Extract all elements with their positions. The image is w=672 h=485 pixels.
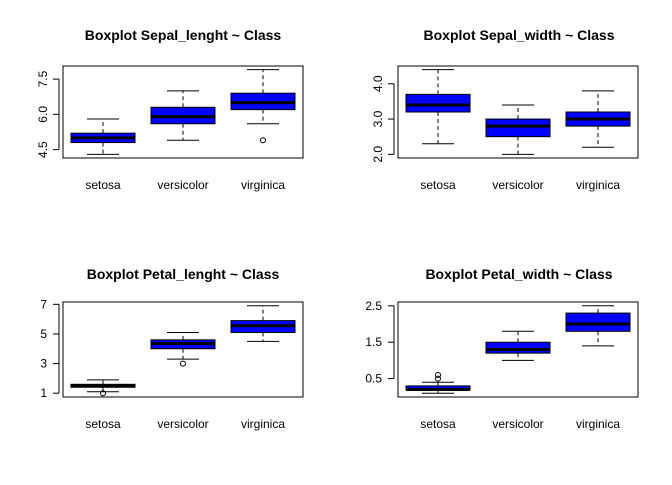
boxplot-panel-3: Boxplot Petal_lenght ~ Class 1 3 5 7 setosa ve… [40, 266, 304, 431]
box-versicolor [485, 104, 551, 155]
x-category-label: virginica [241, 417, 285, 431]
box-versicolor [485, 330, 551, 361]
y-tick-label: 6.0 [36, 106, 50, 123]
x-category-label: setosa [85, 417, 121, 431]
plot-frame [62, 65, 304, 159]
plot-frame [397, 301, 639, 398]
plot-frame [62, 301, 304, 398]
outlier-point [435, 375, 441, 382]
box-setosa [405, 69, 471, 145]
box-virginica [230, 69, 296, 144]
x-category-label: setosa [85, 178, 121, 192]
boxplot-panel-4: Boxplot Petal_width ~ Class 0.5 1.5 2.5 seto… [365, 266, 639, 431]
y-tick-label: 3.0 [371, 110, 385, 127]
y-tick-label: 7.5 [36, 70, 50, 87]
x-category-label: versicolor [157, 178, 208, 192]
box-setosa [70, 379, 136, 397]
box-versicolor [150, 90, 216, 141]
box-virginica [565, 305, 631, 347]
panel-title: Boxplot Petal_lenght ~ Class [87, 266, 280, 282]
y-tick-label: 1 [40, 386, 47, 400]
y-tick-label: 2.0 [371, 146, 385, 163]
y-tick-label: 7 [40, 297, 47, 311]
box-virginica [230, 305, 296, 342]
y-tick-label: 4.5 [36, 141, 50, 158]
y-tick-label: 4.0 [371, 75, 385, 92]
panel-title: Boxplot Sepal_lenght ~ Class [85, 27, 282, 43]
x-category-label: versicolor [492, 417, 543, 431]
y-tick-label: 3 [40, 357, 47, 371]
x-category-label: virginica [576, 178, 620, 192]
outlier-point [180, 360, 186, 367]
boxplot-panel-2: Boxplot Sepal_width ~ Class 2.0 3.0 4.0 seto… [371, 27, 639, 192]
box-setosa [405, 371, 471, 394]
x-category-label: versicolor [492, 178, 543, 192]
panel-title: Boxplot Sepal_width ~ Class [424, 27, 615, 43]
y-tick-label: 5 [40, 327, 47, 341]
box-virginica [565, 90, 631, 148]
iqr-box [565, 312, 631, 332]
iqr-box [405, 93, 471, 113]
plot-frame [397, 65, 639, 159]
iqr-box [485, 341, 551, 354]
y-tick-label: 1.5 [365, 335, 382, 349]
iqr-box [485, 118, 551, 138]
box-versicolor [150, 331, 216, 367]
box-setosa [70, 118, 136, 155]
x-category-label: setosa [420, 178, 456, 192]
y-tick-label: 0.5 [365, 372, 382, 386]
x-category-label: virginica [241, 178, 285, 192]
x-category-label: setosa [420, 417, 456, 431]
x-category-label: versicolor [157, 417, 208, 431]
outlier-point [435, 371, 441, 378]
panel-title: Boxplot Petal_width ~ Class [425, 266, 612, 282]
outlier-point [100, 390, 106, 397]
boxplot-panel-1: Boxplot Sepal_lenght ~ Class 4.5 6.0 7.5 set… [36, 27, 304, 192]
outlier-point [260, 137, 266, 144]
x-category-label: virginica [576, 417, 620, 431]
y-tick-label: 2.5 [365, 299, 382, 313]
